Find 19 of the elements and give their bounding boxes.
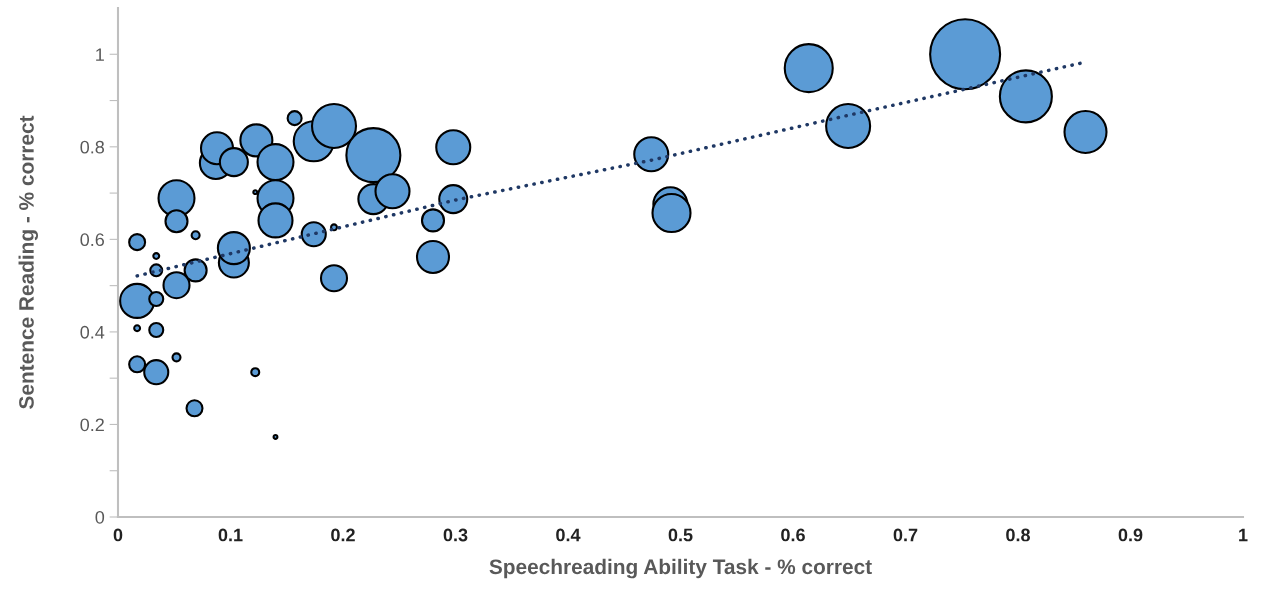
x-tick-label: 0.3 [443, 528, 468, 542]
y-tick-label: 0.2 [80, 418, 104, 432]
x-tick-label: 0 [113, 528, 123, 542]
x-tick-label: 0.5 [668, 528, 693, 542]
y-tick-label: 0 [95, 510, 105, 524]
y-tick-label: 1 [96, 48, 104, 61]
x-tick-label: 1 [1239, 528, 1248, 542]
x-axis-title: Speechreading Ability Task - % correct [489, 558, 872, 579]
x-tick-label: 0.4 [556, 528, 581, 542]
x-tick-label: 0.8 [1006, 528, 1030, 542]
y-tick-label: 0.6 [80, 233, 105, 247]
x-tick-label: 0.6 [781, 528, 805, 542]
y-tick-label: 0.4 [80, 325, 105, 339]
y-tick-label: 0.8 [80, 140, 105, 154]
x-tick-label: 0.1 [218, 528, 243, 542]
x-tick-label: 0.2 [331, 528, 355, 542]
x-tick-label: 0.9 [1118, 528, 1143, 542]
y-axis-title: Sentence Reading - % correct [18, 115, 39, 409]
x-tick-label: 0.7 [893, 528, 918, 542]
